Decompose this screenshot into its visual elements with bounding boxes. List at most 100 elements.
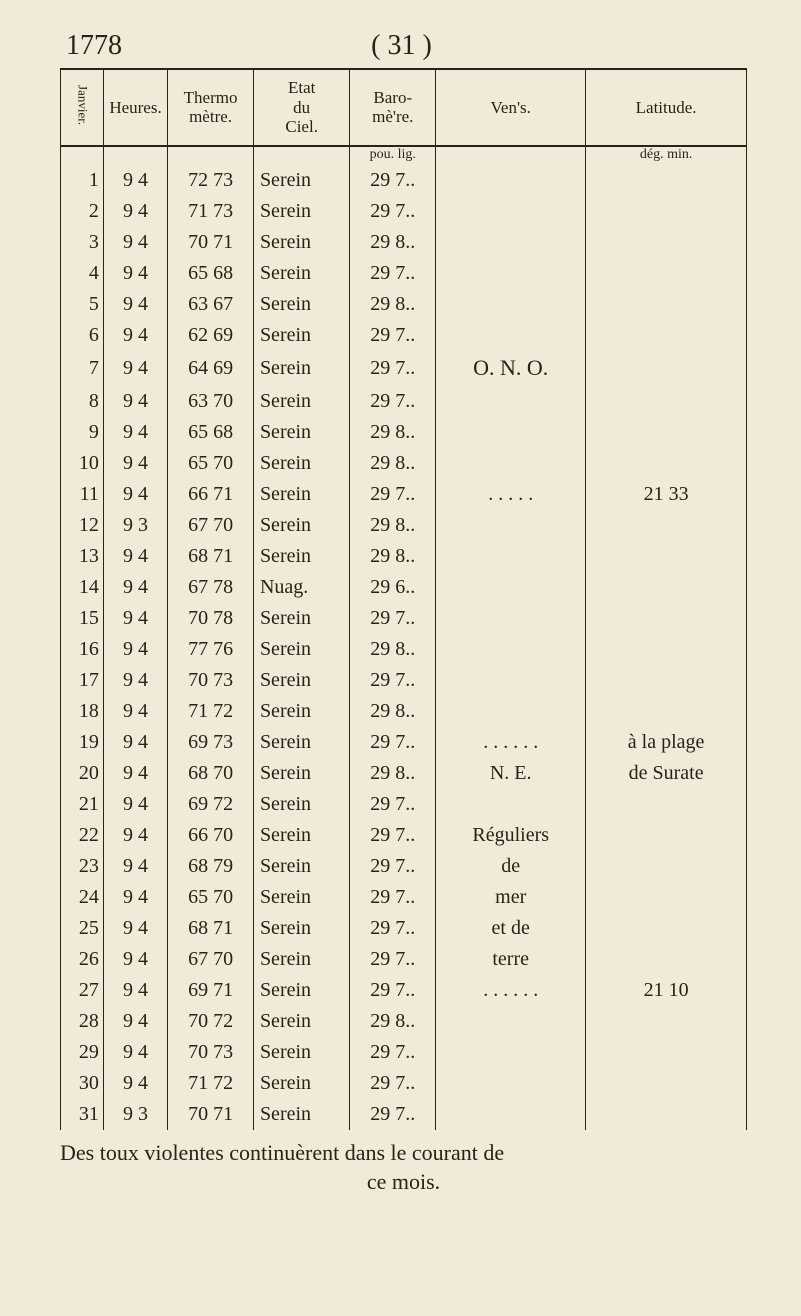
cell: 29 7.. [350,820,436,851]
latitude-cell [586,634,747,665]
cell: 66 70 [168,820,254,851]
cell: Serein [253,913,349,944]
cell: Serein [253,258,349,289]
col-heures-header: Heures. [103,69,167,146]
table-row: 109 465 70Serein29 8.. [61,448,747,479]
cell: 68 71 [168,913,254,944]
cell: 21 [61,789,104,820]
cell: Serein [253,1099,349,1130]
latitude-cell [586,1099,747,1130]
table-row: 139 468 71Serein29 8.. [61,541,747,572]
cell: 9 4 [103,603,167,634]
cell: 9 4 [103,1037,167,1068]
cell: 9 4 [103,448,167,479]
table-row: 189 471 72Serein29 8.. [61,696,747,727]
cell: 29 7.. [350,882,436,913]
cell: 29 7.. [350,351,436,385]
cell: Serein [253,448,349,479]
footer-line2: ce mois. [60,1167,747,1197]
vents-cell: de [436,851,586,882]
cell: 29 7.. [350,789,436,820]
latitude-cell [586,913,747,944]
table-row: 69 462 69Serein29 7.. [61,320,747,351]
cell: Serein [253,665,349,696]
cell: 9 4 [103,165,167,196]
table-row: 299 470 73Serein29 7.. [61,1037,747,1068]
cell: Serein [253,789,349,820]
table-row: 199 469 73Serein29 7... . . . . .à la pl… [61,727,747,758]
cell: 9 4 [103,351,167,385]
col-latitude-header: Latitude. [586,69,747,146]
latitude-cell [586,789,747,820]
table-row: 179 470 73Serein29 7.. [61,665,747,696]
vents-cell [436,227,586,258]
cell: 9 4 [103,289,167,320]
vents-cell [436,789,586,820]
cell: 69 73 [168,727,254,758]
cell: Serein [253,479,349,510]
vents-cell: . . . . . [436,479,586,510]
table-row: 89 463 70Serein29 7.. [61,386,747,417]
cell: Serein [253,386,349,417]
cell: 20 [61,758,104,789]
latitude-cell [586,448,747,479]
cell: 65 68 [168,417,254,448]
cell: 29 7.. [350,975,436,1006]
cell: Serein [253,417,349,448]
latitude-cell [586,572,747,603]
table-row: 319 370 71Serein29 7.. [61,1099,747,1130]
table-row: 289 470 72Serein29 8.. [61,1006,747,1037]
table-row: 159 470 78Serein29 7.. [61,603,747,634]
cell: 70 73 [168,1037,254,1068]
cell: 4 [61,258,104,289]
cell: 29 7.. [350,913,436,944]
vents-cell [436,386,586,417]
cell: 29 7.. [350,258,436,289]
vents-cell [436,448,586,479]
cell: 29 7.. [350,851,436,882]
latitude-cell [586,851,747,882]
latitude-cell [586,1037,747,1068]
cell: 29 7.. [350,479,436,510]
cell: 29 7.. [350,727,436,758]
cell: 29 8.. [350,289,436,320]
vents-cell [436,572,586,603]
lat-unit: dég. min. [586,146,747,166]
cell: Serein [253,227,349,258]
vents-cell: mer [436,882,586,913]
cell: 68 79 [168,851,254,882]
cell: 65 68 [168,258,254,289]
cell: 9 4 [103,258,167,289]
cell: 9 4 [103,541,167,572]
vents-cell [436,1006,586,1037]
observation-table: Janvier. Heures. Thermomètre. EtatduCiel… [60,68,747,1130]
vents-cell [436,417,586,448]
table-row: 59 463 67Serein29 8.. [61,289,747,320]
vents-cell: N. E. [436,758,586,789]
table-row: 309 471 72Serein29 7.. [61,1068,747,1099]
cell: 29 8.. [350,227,436,258]
vents-cell [436,634,586,665]
table-row: 259 468 71Serein29 7..et de [61,913,747,944]
cell: 29 7.. [350,165,436,196]
cell: 9 4 [103,665,167,696]
cell: Nuag. [253,572,349,603]
cell: 31 [61,1099,104,1130]
cell: Serein [253,727,349,758]
vents-cell [436,258,586,289]
cell: 9 4 [103,882,167,913]
cell: Serein [253,758,349,789]
vents-cell: . . . . . . [436,727,586,758]
vents-cell [436,165,586,196]
cell: Serein [253,1068,349,1099]
cell: 9 4 [103,975,167,1006]
cell: 69 71 [168,975,254,1006]
col-idx-header: Janvier. [61,69,104,146]
cell: 23 [61,851,104,882]
col-ciel-header: EtatduCiel. [253,69,349,146]
latitude-cell [586,882,747,913]
cell: 29 7.. [350,665,436,696]
cell: 19 [61,727,104,758]
cell: Serein [253,1006,349,1037]
latitude-cell: de Surate [586,758,747,789]
